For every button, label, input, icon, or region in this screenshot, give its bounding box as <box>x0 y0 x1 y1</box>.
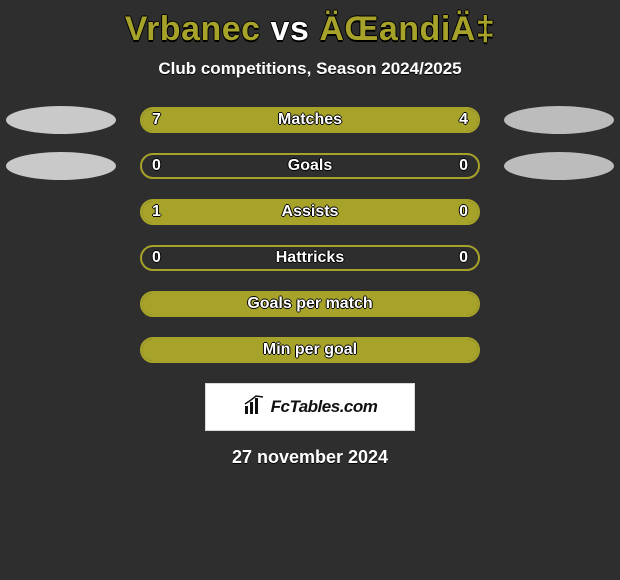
subtitle: Club competitions, Season 2024/2025 <box>0 59 620 79</box>
bar-track <box>140 291 480 317</box>
snapshot-date: 27 november 2024 <box>0 447 620 468</box>
chart-icon <box>243 394 265 421</box>
player-left-marker <box>6 106 116 134</box>
stat-row: Goals per match <box>0 291 620 317</box>
bar-left-fill <box>142 339 478 361</box>
stat-row: 00Goals <box>0 153 620 179</box>
stat-rows: 74Matches00Goals10Assists00HattricksGoal… <box>0 107 620 363</box>
stat-row: 74Matches <box>0 107 620 133</box>
stat-value-right: 0 <box>459 153 468 179</box>
player-right-name: ÄŒandiÄ‡ <box>319 10 495 48</box>
bar-track <box>140 337 480 363</box>
player-left-name: Vrbanec <box>125 10 261 48</box>
stat-value-right: 0 <box>459 199 468 225</box>
stat-value-left: 1 <box>152 199 161 225</box>
bar-track <box>140 153 480 179</box>
player-right-marker <box>504 152 614 180</box>
bar-track <box>140 107 480 133</box>
stat-value-right: 0 <box>459 245 468 271</box>
bar-left-fill <box>142 201 401 223</box>
bar-track <box>140 245 480 271</box>
stat-row: 10Assists <box>0 199 620 225</box>
stat-row: 00Hattricks <box>0 245 620 271</box>
bar-left-fill <box>142 109 357 131</box>
bar-left-fill <box>142 293 478 315</box>
stat-value-right: 4 <box>459 107 468 133</box>
stat-value-left: 0 <box>152 245 161 271</box>
player-right-marker <box>504 106 614 134</box>
player-left-marker <box>6 152 116 180</box>
stat-row: Min per goal <box>0 337 620 363</box>
title-vs: vs <box>271 10 310 48</box>
page-title: Vrbanec vs ÄŒandiÄ‡ <box>0 6 620 55</box>
source-logo-text: FcTables.com <box>271 397 378 417</box>
bar-track <box>140 199 480 225</box>
stat-value-left: 0 <box>152 153 161 179</box>
stats-comparison-card: Vrbanec vs ÄŒandiÄ‡ Club competitions, S… <box>0 0 620 580</box>
source-logo: FcTables.com <box>205 383 415 431</box>
stat-value-left: 7 <box>152 107 161 133</box>
